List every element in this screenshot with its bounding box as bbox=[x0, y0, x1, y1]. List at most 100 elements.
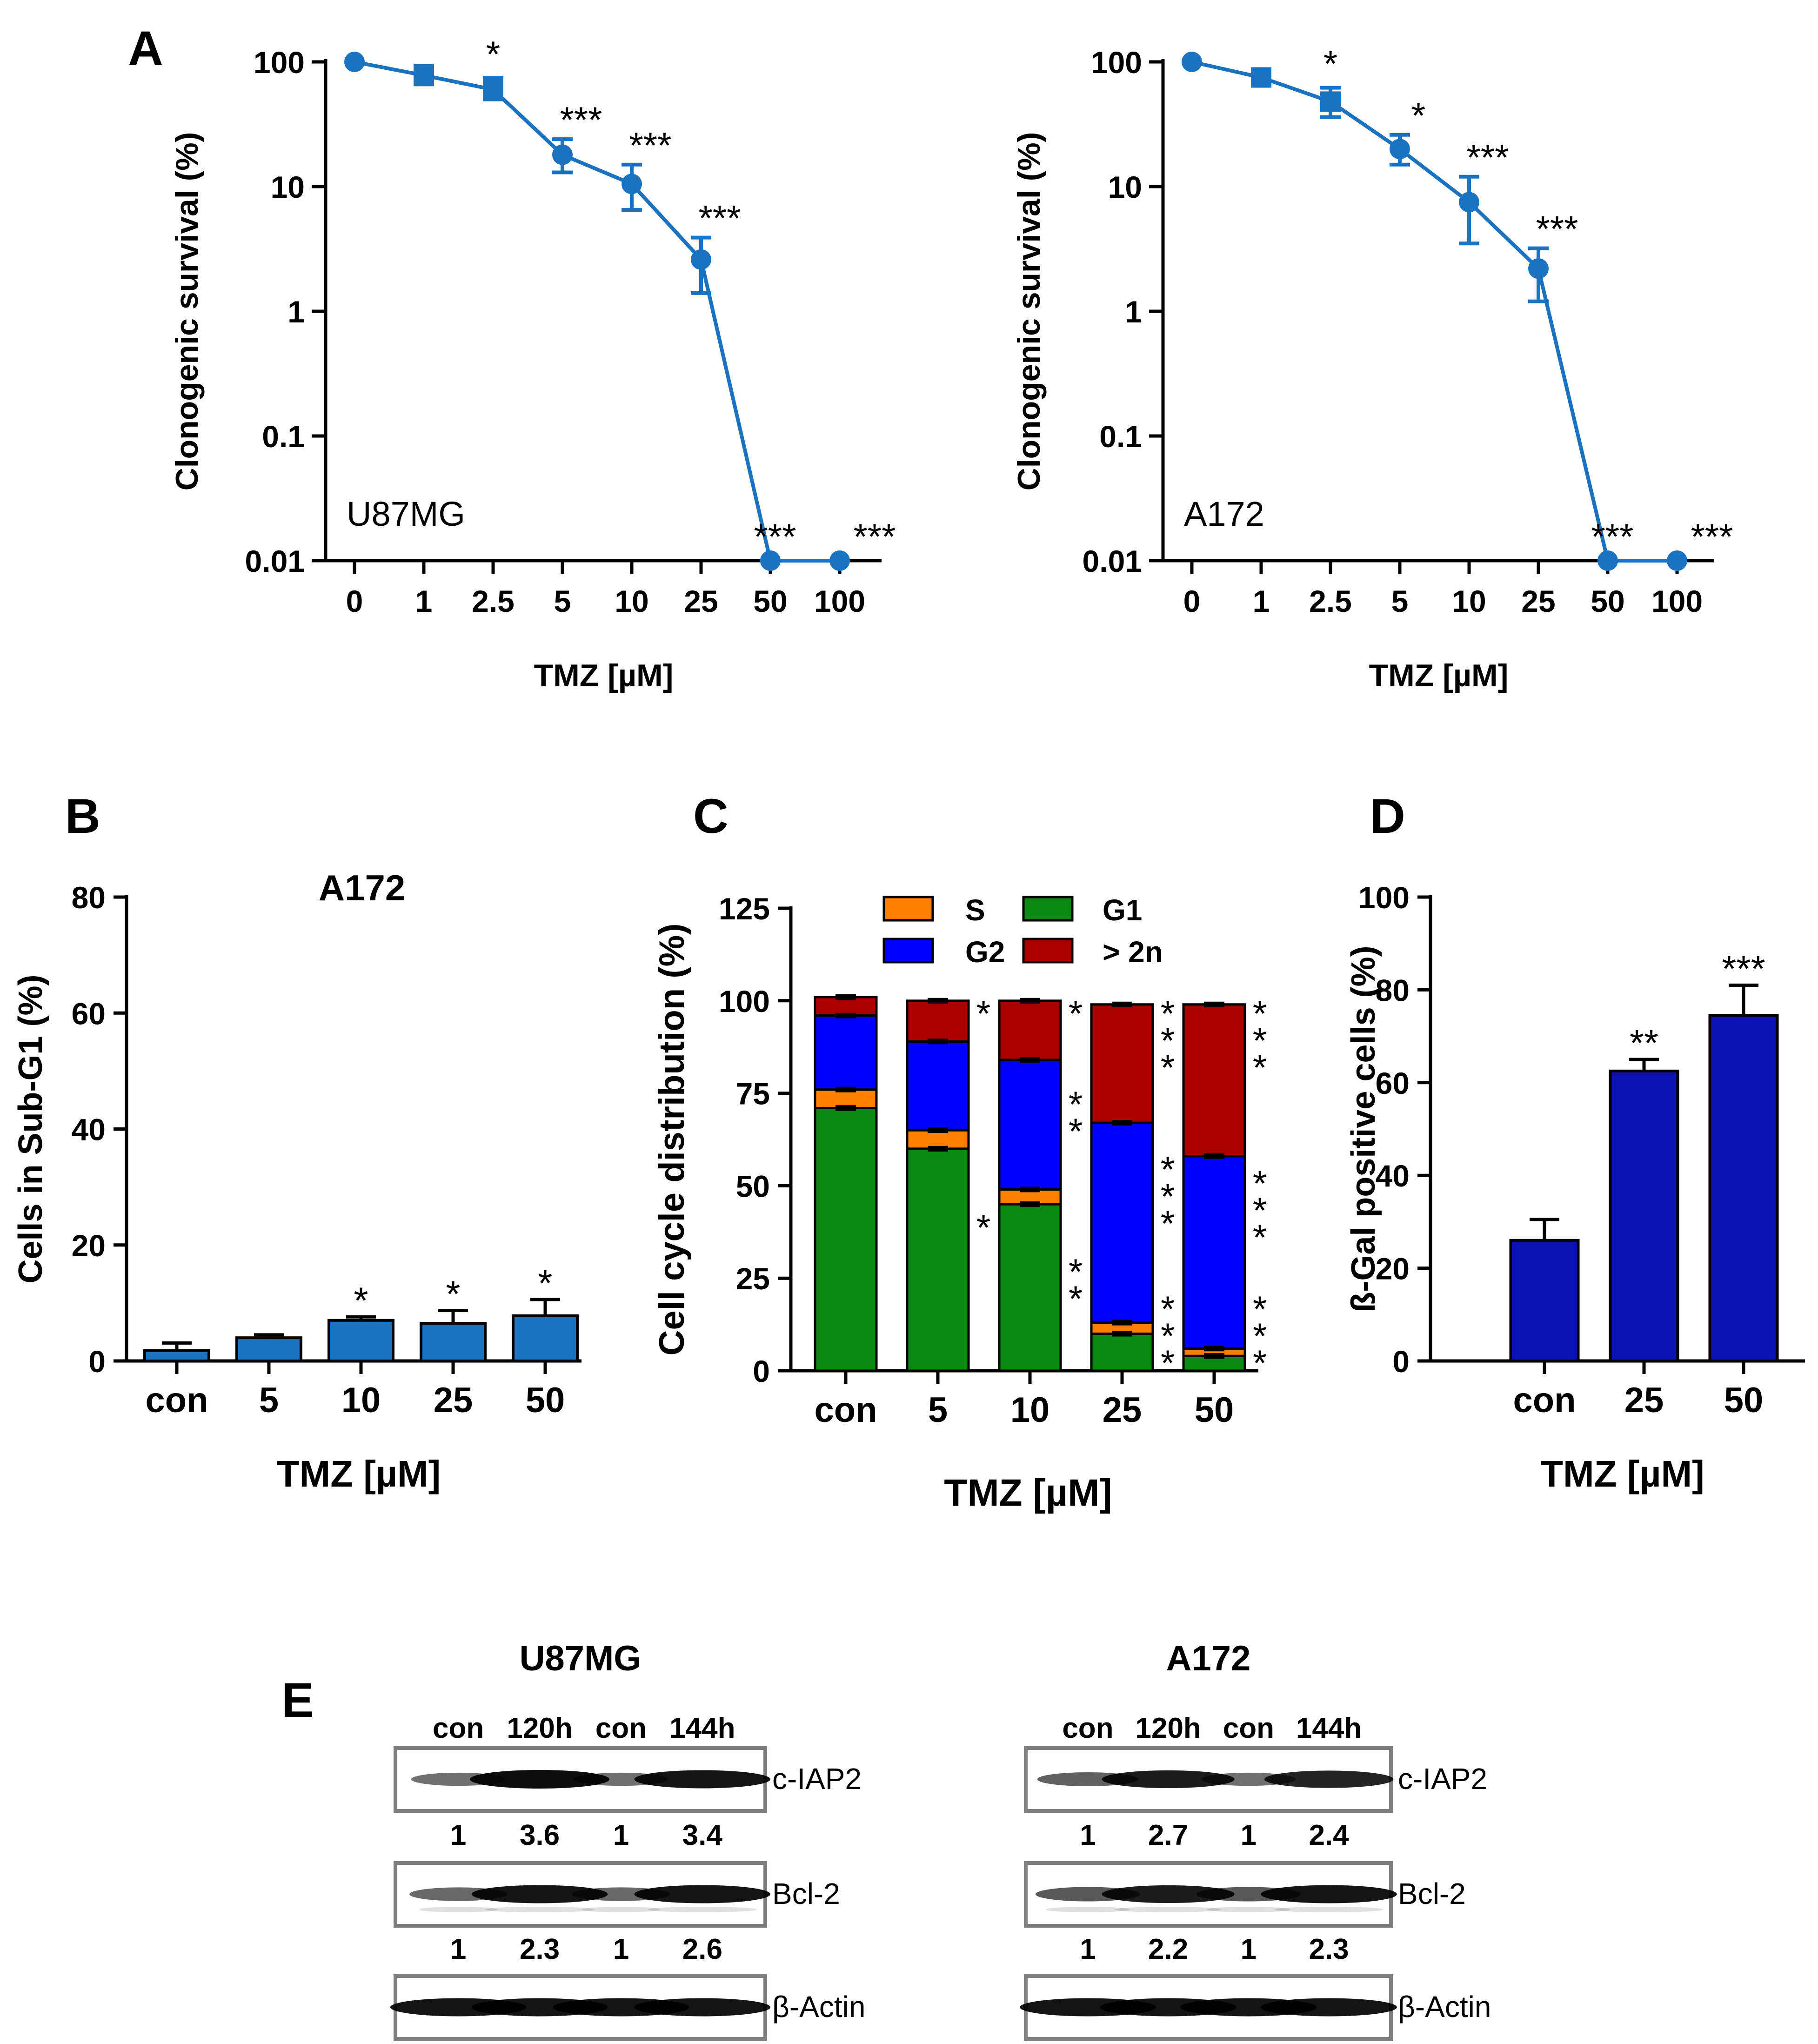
x-tick-label: 5 bbox=[259, 1381, 279, 1420]
x-tick-label: 5 bbox=[928, 1390, 948, 1430]
bar-segment-g1 bbox=[1090, 1332, 1154, 1372]
x-tick-label: con bbox=[145, 1381, 208, 1420]
y-tick-label: 0 bbox=[1392, 1344, 1410, 1379]
significance-star: * bbox=[976, 993, 990, 1034]
y-tick-label: 40 bbox=[72, 1112, 106, 1147]
x-tick-label: 2.5 bbox=[1309, 584, 1352, 618]
significance-star: * bbox=[1161, 1342, 1175, 1383]
significance-star: * bbox=[976, 1207, 990, 1248]
legend-label: S bbox=[965, 893, 985, 927]
quantification-value: 2.3 bbox=[520, 1933, 560, 1965]
y-tick-label: 100 bbox=[1358, 880, 1410, 915]
y-axis-label: Cells in Sub-G1 (%) bbox=[12, 974, 49, 1283]
lane-label: con bbox=[1062, 1712, 1113, 1744]
x-tick-label: 25 bbox=[684, 584, 718, 618]
quantification-value: 1 bbox=[613, 1819, 629, 1851]
quantification-value: 2.7 bbox=[1148, 1819, 1188, 1851]
blot-a172: A172 con 120h con 144h c-IAP2 Bcl-2 β-Actin 1 2.7… bbox=[1020, 1639, 1491, 2041]
cell-line-label: U87MG bbox=[347, 495, 465, 533]
protein-band bbox=[1102, 1770, 1235, 1789]
significance-star: * bbox=[538, 1262, 552, 1304]
y-tick-label: 1 bbox=[1125, 295, 1142, 329]
bar bbox=[1509, 1239, 1580, 1363]
data-point bbox=[1182, 52, 1202, 72]
data-point bbox=[552, 144, 573, 165]
significance-star: * bbox=[1253, 1315, 1267, 1356]
y-tick-label: 0.01 bbox=[245, 544, 305, 578]
x-axis-label: TMZ [µM] bbox=[944, 1472, 1112, 1514]
quantification-value: 2.3 bbox=[1309, 1933, 1349, 1965]
y-tick-label: 40 bbox=[1376, 1159, 1410, 1193]
significance-star: * bbox=[1161, 1020, 1175, 1061]
blot-title: A172 bbox=[1166, 1639, 1251, 1678]
x-tick-label: 25 bbox=[434, 1381, 473, 1420]
protein-band-faint bbox=[1115, 1907, 1222, 1912]
x-tick-label: con bbox=[814, 1390, 877, 1430]
x-tick-label: 50 bbox=[1591, 584, 1624, 618]
chart-title: A172 bbox=[319, 867, 405, 908]
legend-swatch bbox=[1022, 938, 1074, 964]
legend-swatch bbox=[1022, 896, 1074, 922]
lane-label: 120h bbox=[507, 1712, 572, 1744]
data-point bbox=[1528, 258, 1549, 279]
chart-a-u87mg: 100 10 1 0.1 0.01 0 1 2.5 5 10 25 50 100 Clonogenic s… bbox=[169, 34, 896, 693]
x-tick-label: 100 bbox=[814, 584, 865, 618]
significance-star: * bbox=[1161, 993, 1175, 1034]
panel-letter-c: C bbox=[693, 789, 729, 844]
x-tick-label: 0 bbox=[1183, 584, 1201, 618]
bar-segment-g2 bbox=[906, 1040, 970, 1132]
y-tick-label: 60 bbox=[1376, 1066, 1410, 1100]
significance-star: * bbox=[1069, 1111, 1083, 1152]
significance-star: *** bbox=[629, 125, 671, 166]
significance-star: * bbox=[1161, 1203, 1175, 1244]
cell-line-label: A172 bbox=[1184, 495, 1264, 533]
quantification-value: 1 bbox=[1241, 1933, 1257, 1965]
x-tick-label: 1 bbox=[1253, 584, 1270, 618]
bar bbox=[420, 1321, 487, 1362]
lane-label: 144h bbox=[669, 1712, 735, 1744]
y-tick-label: 20 bbox=[72, 1228, 106, 1263]
data-point bbox=[1251, 67, 1271, 88]
quantification-value: 1 bbox=[450, 1819, 466, 1851]
significance-star: * bbox=[1411, 95, 1425, 136]
protein-label: β-Actin bbox=[1398, 1990, 1491, 2024]
x-tick-label: 10 bbox=[341, 1381, 381, 1420]
protein-band bbox=[1261, 1998, 1397, 2017]
significance-star: * bbox=[1069, 1278, 1083, 1319]
panel-letter-d: D bbox=[1370, 789, 1405, 844]
protein-label: Bcl-2 bbox=[772, 1877, 840, 1910]
quantification-value: 2.4 bbox=[1309, 1819, 1349, 1851]
x-tick-label: 2.5 bbox=[472, 584, 515, 618]
bar-segment-g1 bbox=[814, 1106, 878, 1372]
significance-star: * bbox=[1161, 1047, 1175, 1088]
y-tick-label: 100 bbox=[254, 45, 305, 80]
protein-band-faint bbox=[419, 1907, 498, 1912]
quantification-value: 3.6 bbox=[520, 1819, 560, 1851]
y-axis-label: Clonogenic survival (%) bbox=[1011, 132, 1047, 491]
panel-letter-e: E bbox=[281, 1673, 314, 1728]
protein-band bbox=[634, 1770, 771, 1789]
x-tick-label: 50 bbox=[753, 584, 787, 618]
significance-star: * bbox=[1069, 1084, 1083, 1125]
data-point bbox=[1390, 139, 1410, 160]
x-tick-label: 50 bbox=[1724, 1381, 1764, 1420]
significance-star: *** bbox=[1722, 948, 1765, 989]
legend-label: > 2n bbox=[1103, 935, 1163, 969]
y-tick-label: 25 bbox=[736, 1261, 770, 1296]
significance-star: * bbox=[1253, 1342, 1267, 1383]
significance-star: *** bbox=[1536, 208, 1578, 249]
x-tick-label: 10 bbox=[615, 584, 648, 618]
significance-star: * bbox=[1253, 1047, 1267, 1088]
x-tick-label: con bbox=[1513, 1381, 1576, 1420]
protein-band-faint bbox=[648, 1907, 757, 1912]
chart-d-beta-gal: 0 20 40 60 80 100 ß-Gal positive cells (%) TMZ … bbox=[1345, 880, 1805, 1494]
significance-star: * bbox=[486, 34, 500, 74]
chart-a-a172: 100 10 1 0.1 0.01 0 1 2.5 5 10 25 50 100 Clonogenic s… bbox=[1011, 43, 1733, 693]
y-tick-label: 0 bbox=[753, 1354, 770, 1388]
protein-label: c-IAP2 bbox=[772, 1762, 862, 1796]
data-point bbox=[1320, 91, 1341, 112]
x-tick-label: 0 bbox=[346, 584, 363, 618]
y-tick-label: 0.01 bbox=[1083, 544, 1142, 578]
bar bbox=[1609, 1069, 1679, 1362]
y-tick-label: 20 bbox=[1376, 1252, 1410, 1286]
